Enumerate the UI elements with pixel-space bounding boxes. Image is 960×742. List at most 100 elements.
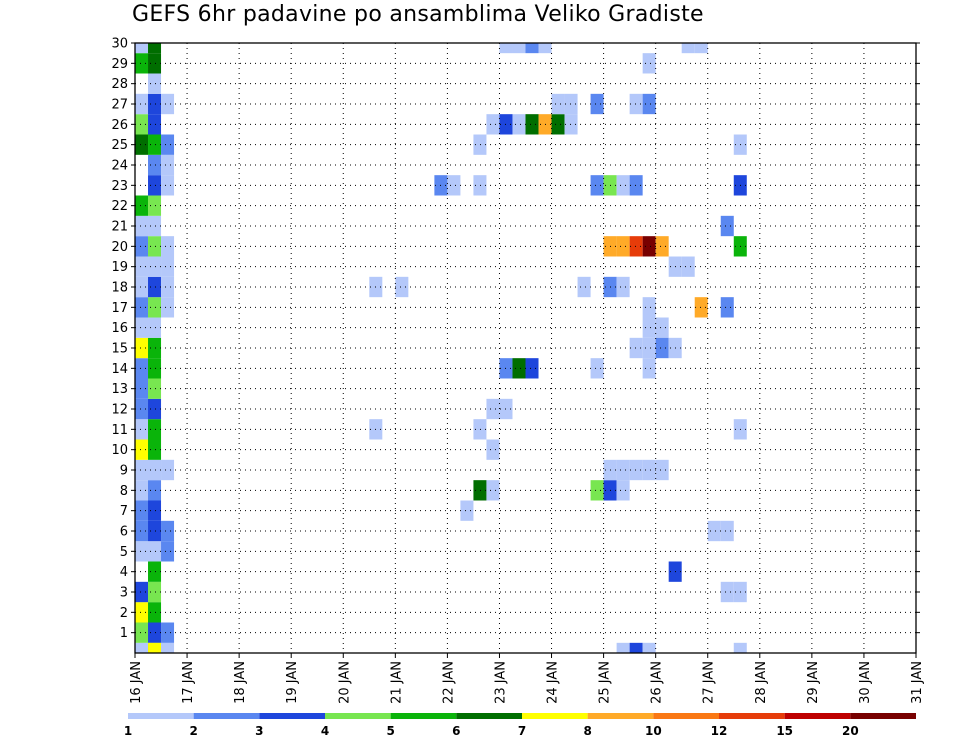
- heatmap-cell: [525, 114, 539, 135]
- heatmap-cell: [148, 480, 162, 501]
- grid-layer: [135, 43, 916, 653]
- legend-swatch: [784, 713, 851, 719]
- heatmap-cell: [473, 175, 487, 196]
- heatmap-cell: [655, 317, 669, 338]
- y-tick-label: 28: [111, 77, 128, 92]
- legend-swatch: [456, 713, 522, 719]
- heatmap-cell: [642, 93, 656, 115]
- heatmap-cell: [577, 276, 591, 298]
- heatmap-cell: [161, 175, 175, 196]
- heatmap-cell: [161, 93, 175, 115]
- legend-label: 7: [518, 724, 526, 738]
- heatmap-cell: [148, 114, 162, 135]
- heatmap-cell: [161, 256, 175, 277]
- heatmap-cell: [642, 337, 656, 359]
- heatmap-cell: [707, 520, 721, 542]
- heatmap-cell: [395, 276, 409, 298]
- y-tick-label: 3: [120, 586, 128, 601]
- heatmap-cell: [148, 378, 162, 399]
- heatmap-cell: [629, 93, 643, 115]
- y-tick-label: 21: [111, 220, 128, 235]
- heatmap-cell: [655, 236, 669, 257]
- heatmap-cell: [564, 114, 578, 135]
- y-tick-label: 26: [111, 118, 128, 133]
- heatmap-cell: [642, 317, 656, 338]
- legend-swatch: [587, 713, 654, 719]
- x-tick-label: 16 JAN: [129, 661, 144, 704]
- y-axis: 1234567891011121314151617181920212223242…: [111, 37, 920, 641]
- color-legend: 1 2 3 4 5 6 7 8 10 12 15 20: [124, 713, 916, 738]
- heatmap-cell: [161, 459, 175, 481]
- legend-label: 15: [776, 724, 793, 738]
- heatmap-cell: [148, 53, 162, 74]
- heatmap-cell: [642, 459, 656, 481]
- heatmap-cell: [135, 500, 149, 521]
- heatmap-cell: [135, 419, 149, 440]
- heatmap-cell: [148, 398, 162, 420]
- heatmap-cell: [148, 337, 162, 359]
- heatmap-cell: [681, 43, 695, 54]
- heatmap-cell: [148, 43, 162, 54]
- heatmap-cell: [148, 297, 162, 318]
- heatmap-cell: [135, 276, 149, 298]
- y-tick-label: 22: [111, 199, 128, 214]
- heatmap-cell: [499, 43, 513, 54]
- heatmap-cell: [720, 581, 734, 603]
- heatmap-cell: [694, 43, 708, 54]
- legend-swatch: [522, 713, 588, 719]
- heatmap-cell: [135, 53, 149, 74]
- y-tick-label: 19: [111, 260, 128, 275]
- y-tick-label: 24: [111, 159, 128, 174]
- heatmap-cell: [135, 215, 149, 237]
- heatmap-cell: [135, 114, 149, 135]
- x-tick-label: 28 JAN: [754, 661, 769, 704]
- y-tick-label: 25: [111, 138, 128, 153]
- heatmap-cell: [629, 236, 643, 257]
- y-tick-label: 14: [111, 362, 128, 377]
- legend-swatch: [653, 713, 719, 719]
- legend-label: 5: [386, 724, 394, 738]
- heatmap-cell: [148, 581, 162, 603]
- heatmap-cell: [161, 236, 175, 257]
- heatmap-cell: [161, 297, 175, 318]
- y-tick-label: 20: [111, 240, 128, 255]
- heatmap-cell: [486, 114, 500, 135]
- y-tick-label: 9: [120, 464, 128, 479]
- legend-label: 1: [124, 724, 132, 738]
- heatmap-cell: [135, 520, 149, 542]
- x-tick-label: 27 JAN: [702, 661, 717, 704]
- heatmap-cell: [525, 43, 539, 54]
- heatmap-cell: [629, 337, 643, 359]
- x-tick-label: 30 JAN: [858, 661, 873, 704]
- legend-label: 8: [583, 724, 591, 738]
- legend-label: 3: [255, 724, 263, 738]
- legend-swatch: [128, 713, 194, 719]
- heatmap-cell: [148, 459, 162, 481]
- heatmap-cell: [161, 622, 175, 643]
- heatmap-cell: [590, 480, 604, 501]
- legend-swatch: [719, 713, 785, 719]
- y-tick-label: 16: [111, 321, 128, 336]
- cells-layer: [135, 43, 747, 653]
- y-tick-label: 29: [111, 57, 128, 72]
- heatmap-cell: [616, 276, 630, 298]
- x-tick-label: 17 JAN: [181, 661, 196, 704]
- heatmap-cell: [720, 297, 734, 318]
- heatmap-cell: [135, 256, 149, 277]
- heatmap-cell: [629, 459, 643, 481]
- heatmap-cell: [135, 459, 149, 481]
- heatmap-cell: [148, 276, 162, 298]
- y-tick-label: 6: [120, 525, 128, 540]
- heatmap-cell: [590, 358, 604, 379]
- heatmap-cell: [135, 195, 149, 216]
- heatmap-cell: [694, 297, 708, 318]
- heatmap-cell: [629, 642, 643, 653]
- legend-swatch: [850, 713, 916, 719]
- heatmap-cell: [135, 541, 149, 562]
- y-tick-label: 1: [120, 626, 128, 641]
- y-tick-label: 7: [120, 504, 128, 519]
- heatmap-cell: [148, 642, 162, 653]
- y-tick-label: 12: [111, 403, 128, 418]
- heatmap-cell: [135, 378, 149, 399]
